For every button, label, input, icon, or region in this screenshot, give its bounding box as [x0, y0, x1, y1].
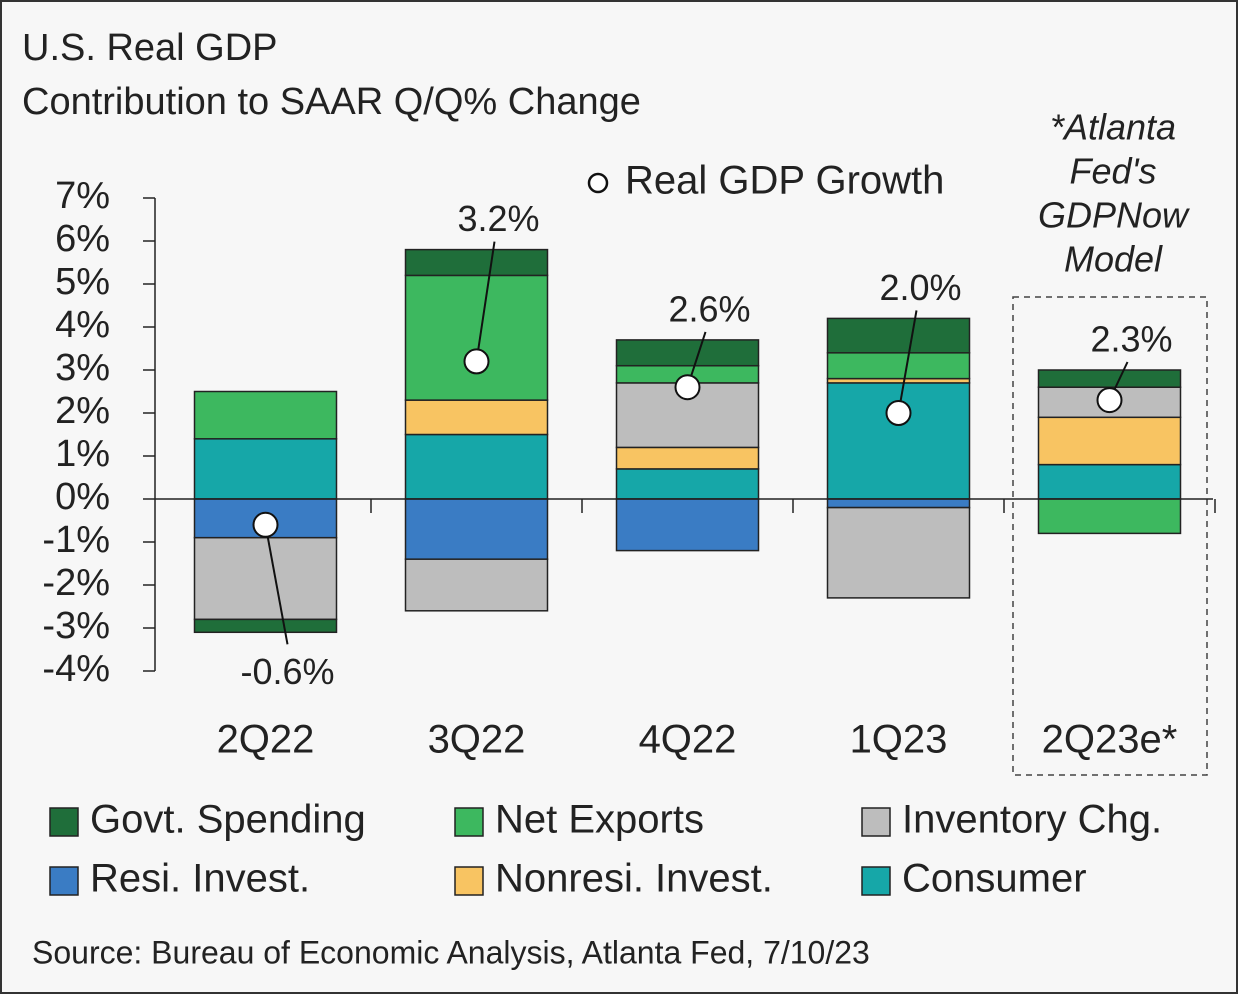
- gdp-marker: [885, 400, 912, 426]
- bar-segment: [404, 248, 549, 277]
- bar-segment: [826, 317, 971, 354]
- bar-segment: [826, 498, 971, 509]
- estimate-box: [1012, 296, 1208, 776]
- bar-segment: [404, 274, 549, 401]
- gdp-label: -0.6%: [240, 651, 334, 692]
- y-tick-label: 0%: [55, 476, 110, 518]
- legend-label: Consumer: [902, 857, 1087, 901]
- y-tick-label: -2%: [42, 562, 110, 604]
- gdp-marker: [463, 348, 490, 375]
- y-tick-label: 3%: [55, 347, 110, 389]
- bar-segment: [193, 536, 338, 621]
- source: Source: Bureau of Economic Analysis, Atl…: [32, 934, 870, 970]
- legend-label: Net Exports: [495, 798, 704, 842]
- annotation: Fed's: [1070, 151, 1157, 192]
- x-tick-label: 4Q22: [639, 718, 737, 762]
- y-tick-label: 4%: [55, 304, 110, 346]
- bar-segment: [404, 498, 549, 560]
- y-tick-label: -3%: [42, 605, 110, 647]
- annotation: Model: [1064, 239, 1163, 280]
- legend-swatch: [49, 807, 79, 837]
- bar-segment: [615, 468, 760, 500]
- chart-subtitle: Contribution to SAAR Q/Q% Change: [22, 81, 641, 123]
- bar-segment: [1037, 463, 1182, 500]
- bar-segment: [826, 506, 971, 599]
- legend-swatch: [454, 807, 484, 837]
- bar-segment: [1037, 369, 1182, 388]
- gdp-label: 2.3%: [1090, 319, 1172, 360]
- bar-segment: [193, 618, 338, 634]
- y-tick-label: 2%: [55, 390, 110, 432]
- leader-line: [264, 524, 289, 645]
- bar-segment: [404, 433, 549, 500]
- annotation: GDPNow: [1038, 195, 1190, 236]
- annotation: *Atlanta: [1050, 107, 1176, 148]
- legend-label: Real GDP Growth: [625, 159, 944, 203]
- gdp-label: 2.6%: [668, 288, 750, 329]
- gdp-marker: [252, 511, 279, 538]
- y-tick-label: 1%: [55, 433, 110, 475]
- legend-swatch: [861, 807, 891, 837]
- bar-segment: [615, 498, 760, 552]
- gdp-label: 3.2%: [457, 198, 539, 239]
- bar-segment: [826, 352, 971, 380]
- gdp-label: 2.0%: [879, 267, 961, 308]
- bar-segment: [1037, 498, 1182, 535]
- bar-segment: [404, 558, 549, 612]
- bar-segment: [193, 390, 338, 440]
- legend-label: Inventory Chg.: [902, 798, 1162, 842]
- x-tick-label: 3Q22: [428, 718, 526, 762]
- y-tick-label: 6%: [55, 218, 110, 260]
- x-tick-label: 1Q23: [850, 718, 948, 762]
- legend-label: Resi. Invest.: [90, 857, 310, 901]
- legend-swatch: [861, 866, 891, 896]
- bar-segment: [404, 399, 549, 436]
- leader-line: [475, 241, 496, 362]
- chart-title: U.S. Real GDP: [22, 27, 278, 69]
- legend-swatch: [49, 866, 79, 896]
- y-tick-label: -1%: [42, 519, 110, 561]
- legend-swatch: [454, 866, 484, 896]
- bar-segment: [1037, 416, 1182, 466]
- leader-line: [897, 310, 918, 414]
- gdp-marker: [674, 374, 701, 401]
- x-tick-label: 2Q23e*: [1042, 718, 1178, 762]
- legend-label: Govt. Spending: [90, 798, 366, 842]
- y-tick-label: -4%: [42, 648, 110, 690]
- gdp-marker: [1096, 387, 1123, 414]
- bar-segment: [615, 446, 760, 470]
- legend-label: Nonresi. Invest.: [495, 857, 773, 901]
- x-tick-label: 2Q22: [217, 718, 315, 762]
- bar-segment: [615, 339, 760, 367]
- legend-marker: [587, 172, 609, 194]
- y-tick-label: 5%: [55, 261, 110, 303]
- bar-segment: [193, 438, 338, 500]
- y-tick-label: 7%: [55, 175, 110, 217]
